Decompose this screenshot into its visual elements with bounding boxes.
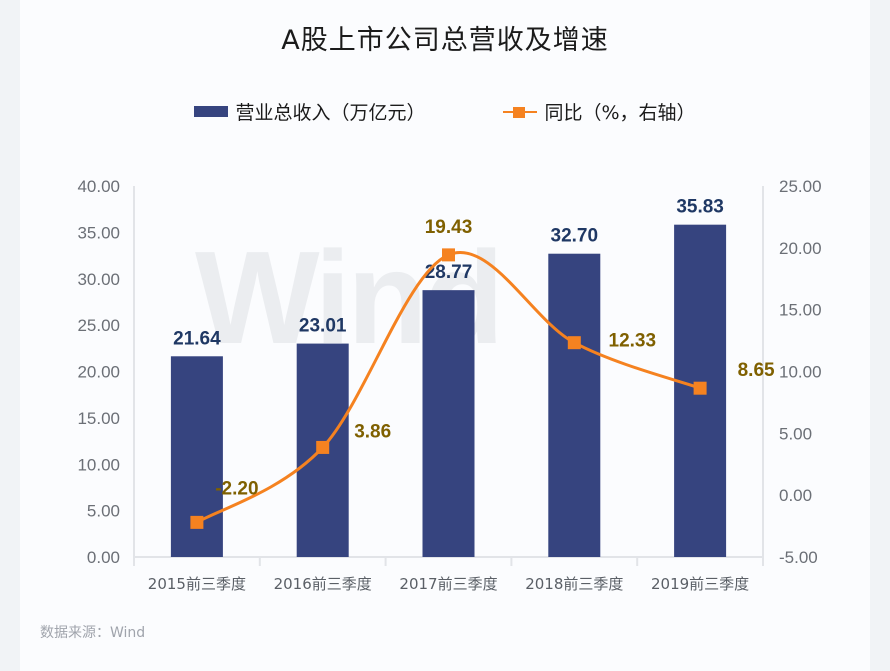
x-category-label: 2015前三季度 xyxy=(148,575,246,593)
left-axis-tick-label: 30.00 xyxy=(77,270,120,289)
line-marker[interactable] xyxy=(442,248,455,262)
left-axis-tick-label: 15.00 xyxy=(77,409,120,428)
right-axis-tick-label: 25.00 xyxy=(779,177,822,196)
legend-label-revenue: 营业总收入（万亿元） xyxy=(235,102,426,124)
bar[interactable] xyxy=(548,253,601,557)
x-category-label: 2018前三季度 xyxy=(525,575,623,593)
chart-card: A股上市公司总营收及增速 营业总收入（万亿元） 同比（%，右轴） Wind 0.… xyxy=(20,0,870,671)
bar-value-label: 32.70 xyxy=(551,226,599,247)
right-axis-tick-label: 10.00 xyxy=(779,363,822,382)
line-value-label: 3.86 xyxy=(354,421,391,442)
chart-svg: 0.00 5.00 10.00 15.00 20.00 25.00 30.00 35.00 40… xyxy=(77,177,822,593)
right-axis-tick-label: -5.00 xyxy=(779,548,818,567)
bar-value-label: 35.83 xyxy=(676,197,724,218)
line-marker-swatch-icon xyxy=(503,106,538,118)
line-value-label: 8.65 xyxy=(738,360,775,381)
page-title: A股上市公司总营收及增速 xyxy=(281,25,609,56)
x-category-label: 2019前三季度 xyxy=(651,575,749,593)
right-axis-tick-label: 5.00 xyxy=(779,424,812,443)
line-marker[interactable] xyxy=(567,336,581,350)
left-axis-tick-label: 20.00 xyxy=(77,363,120,382)
bar-value-label: 23.01 xyxy=(299,316,347,337)
x-category-label: 2016前三季度 xyxy=(274,575,372,593)
line-marker[interactable] xyxy=(190,515,204,529)
bar-value-label: 28.77 xyxy=(425,262,473,283)
line-value-label: -2.20 xyxy=(215,478,258,499)
left-axis-tick-label: 0.00 xyxy=(87,548,120,567)
left-axis-tick-label: 5.00 xyxy=(87,502,120,521)
left-axis-tick-label: 35.00 xyxy=(77,223,120,242)
line-value-label: 19.43 xyxy=(425,217,473,238)
left-axis-tick-label: 40.00 xyxy=(77,177,120,196)
legend-label-growth: 同比（%，右轴） xyxy=(544,102,696,124)
right-axis-tick-label: 0.00 xyxy=(779,486,812,505)
legend-item-growth[interactable]: 同比（%，右轴） xyxy=(503,98,696,125)
chart-legend: 营业总收入（万亿元） 同比（%，右轴） xyxy=(20,98,870,125)
legend-item-revenue[interactable]: 营业总收入（万亿元） xyxy=(194,98,425,125)
x-category-label: 2017前三季度 xyxy=(399,575,497,593)
bar-value-label: 21.64 xyxy=(173,328,221,349)
bar-swatch-icon xyxy=(194,106,229,117)
plot-area: 0.00 5.00 10.00 15.00 20.00 25.00 30.00 35.00 40… xyxy=(20,0,870,671)
right-axis-tick-label: 15.00 xyxy=(779,301,822,320)
source-note: 数据来源：Wind xyxy=(40,625,146,641)
left-axis-tick-label: 10.00 xyxy=(77,455,120,474)
bar[interactable] xyxy=(422,290,475,557)
right-axis-tick-label: 20.00 xyxy=(779,239,822,258)
line-marker[interactable] xyxy=(316,440,330,454)
line-marker[interactable] xyxy=(693,381,707,395)
left-axis-tick-label: 25.00 xyxy=(77,316,120,335)
line-value-label: 12.33 xyxy=(609,331,657,352)
